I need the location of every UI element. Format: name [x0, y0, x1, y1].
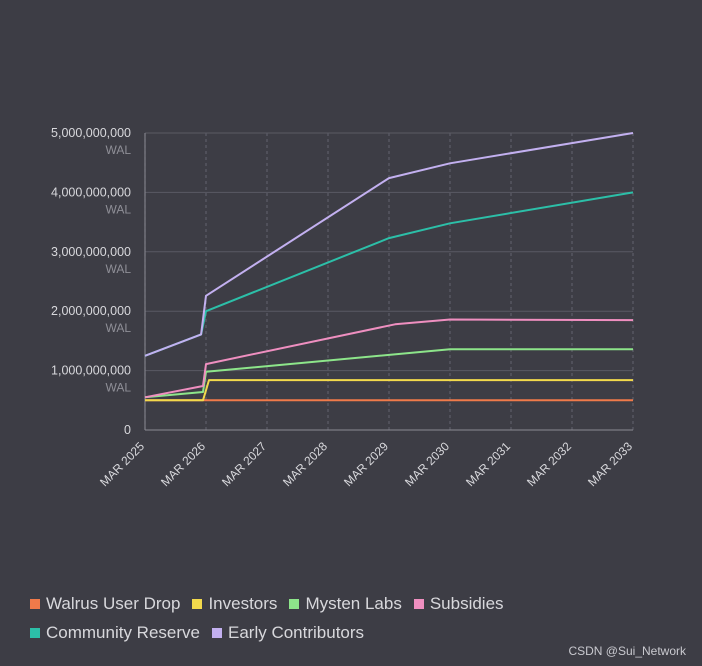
legend-item-walrus-user-drop: Walrus User Drop — [30, 594, 180, 614]
y-tick-unit-4000000000: WAL — [105, 202, 131, 216]
legend: Walrus User Drop Investors Mysten Labs S… — [30, 589, 630, 647]
legend-item-investors: Investors — [192, 594, 277, 614]
legend-swatch-community-reserve — [30, 627, 40, 638]
series-line-early-contributors — [144, 132, 634, 357]
y-tick-label-1000000000: 1,000,000,000 — [51, 364, 131, 378]
legend-label-community-reserve: Community Reserve — [46, 622, 200, 642]
legend-label-investors: Investors — [208, 593, 278, 613]
y-tick-unit-5000000000: WAL — [105, 143, 131, 157]
legend-row-1: Walrus User Drop Investors Mysten Labs S… — [30, 589, 630, 618]
y-tick-label-0: 0 — [124, 423, 131, 437]
legend-label-early-contributors: Early Contributors — [228, 622, 365, 642]
x-tick-label-mar-2028: MAR 2028 — [280, 439, 330, 489]
y-tick-unit-3000000000: WAL — [105, 262, 131, 276]
series-line-investors — [145, 379, 633, 402]
x-tick-label-mar-2030: MAR 2030 — [402, 439, 452, 489]
legend-swatch-mysten-labs — [289, 598, 300, 609]
legend-item-early-contributors: Early Contributors — [212, 623, 364, 643]
legend-item-mysten-labs: Mysten Labs — [289, 593, 402, 614]
legend-swatch-subsidies — [413, 598, 424, 609]
legend-item-subsidies: Subsidies — [413, 593, 504, 614]
y-tick-label-4000000000: 4,000,000,000 — [51, 185, 131, 199]
legend-swatch-walrus-user-drop — [30, 598, 40, 609]
legend-item-community-reserve: Community Reserve — [30, 623, 200, 643]
legend-label-subsidies: Subsidies — [429, 593, 504, 613]
legend-label-walrus-user-drop: Walrus User Drop — [46, 593, 181, 613]
legend-swatch-early-contributors — [212, 627, 222, 638]
x-tick-label-mar-2026: MAR 2026 — [158, 439, 208, 489]
watermark: CSDN @Sui_Network — [568, 644, 686, 658]
x-tick-label-mar-2029: MAR 2029 — [341, 439, 391, 489]
y-tick-unit-1000000000: WAL — [105, 381, 131, 395]
legend-swatch-investors — [192, 598, 203, 609]
x-tick-label-mar-2032: MAR 2032 — [524, 439, 574, 489]
series-line-mysten-labs — [144, 348, 633, 399]
y-tick-unit-2000000000: WAL — [105, 321, 131, 335]
x-tick-label-mar-2025: MAR 2025 — [97, 439, 147, 489]
y-tick-label-3000000000: 3,000,000,000 — [51, 245, 131, 259]
y-tick-label-5000000000: 5,000,000,000 — [51, 126, 131, 140]
x-tick-label-mar-2031: MAR 2031 — [463, 439, 513, 489]
legend-row-2: Community Reserve Early Contributors — [30, 618, 630, 647]
vesting-chart: 0 1,000,000,000 WAL 2,000,000,000 WAL 3,000,0… — [51, 126, 635, 489]
x-tick-label-mar-2027: MAR 2027 — [219, 439, 269, 489]
y-tick-label-2000000000: 2,000,000,000 — [51, 304, 131, 318]
series-line-subsidies — [144, 318, 634, 399]
x-tick-label-mar-2033: MAR 2033 — [585, 439, 635, 489]
legend-label-mysten-labs: Mysten Labs — [305, 593, 402, 613]
